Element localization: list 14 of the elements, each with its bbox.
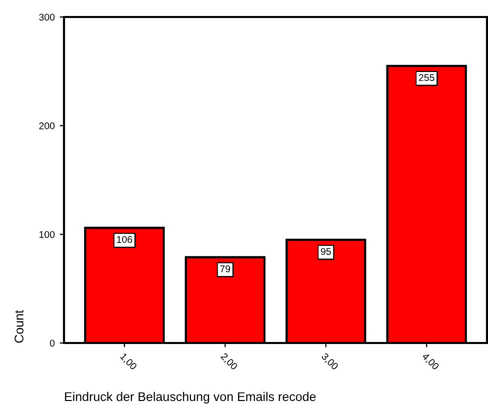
x-tick-label: 3,00 — [320, 352, 339, 371]
data-label: 255 — [418, 74, 434, 82]
data-label: 95 — [320, 248, 331, 255]
y-tick-label: 0 — [50, 340, 55, 347]
data-label: 79 — [220, 265, 230, 272]
x-tick-label: 4,00 — [420, 352, 440, 371]
y-axis-title: Count — [14, 310, 24, 343]
y-tick-label: 100 — [39, 231, 55, 238]
x-tick-label: 1,00 — [119, 352, 138, 371]
x-axis-title: Eindruck der Belauschung von Emails recode — [65, 392, 316, 404]
x-tick-label: 2,00 — [220, 352, 238, 371]
data-label: 106 — [117, 236, 132, 243]
y-tick-label: 300 — [39, 14, 55, 21]
y-tick-label: 200 — [39, 122, 55, 130]
